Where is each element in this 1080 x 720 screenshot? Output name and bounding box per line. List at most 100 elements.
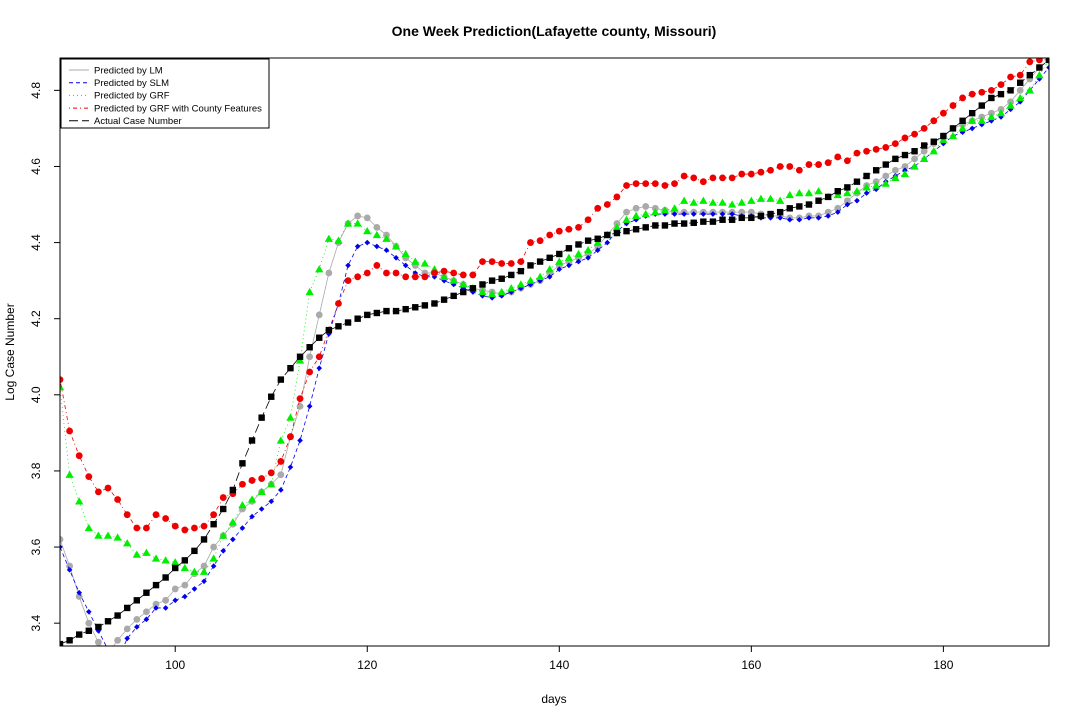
data-point: [315, 353, 323, 361]
data-point: [632, 204, 640, 212]
data-point: [546, 231, 554, 239]
data-point: [690, 174, 698, 182]
data-point: [700, 218, 707, 225]
data-point: [872, 145, 880, 153]
data-point: [306, 344, 313, 351]
data-point: [334, 236, 343, 244]
data-point: [440, 296, 448, 303]
data-point: [786, 163, 794, 170]
data-point: [172, 564, 179, 572]
data-point: [594, 204, 602, 212]
data-point: [143, 616, 150, 623]
data-point: [891, 140, 899, 148]
data-point: [287, 464, 294, 470]
data-point: [1045, 58, 1049, 64]
series-line: [60, 59, 1049, 531]
data-point: [286, 413, 295, 421]
data-point: [564, 253, 574, 261]
data-point: [843, 197, 851, 205]
data-point: [978, 102, 985, 109]
data-point: [920, 125, 928, 132]
data-point: [815, 161, 822, 168]
data-point: [1035, 58, 1043, 64]
data-point: [508, 289, 515, 295]
data-point: [642, 224, 649, 231]
data-point: [748, 214, 755, 222]
data-point: [420, 259, 430, 267]
data-point: [113, 533, 122, 541]
data-point: [517, 267, 525, 275]
data-point: [996, 109, 1006, 117]
data-point: [469, 285, 477, 292]
plot-frame: [59, 57, 1050, 647]
data-point: [363, 227, 372, 235]
data-point: [391, 242, 401, 250]
data-point: [134, 624, 140, 630]
data-point: [681, 211, 687, 217]
data-point: [392, 307, 400, 315]
data-point: [66, 562, 74, 570]
data-point: [296, 353, 304, 360]
data-point: [431, 269, 438, 277]
data-point: [277, 458, 285, 465]
data-point: [239, 460, 246, 467]
data-point: [930, 138, 937, 145]
data-point: [210, 511, 218, 519]
data-point: [604, 239, 611, 246]
data-point: [987, 86, 995, 94]
data-point: [354, 243, 361, 250]
y-tick-label: 3.4: [29, 615, 43, 632]
x-tick-label: 180: [933, 658, 953, 672]
data-point: [143, 589, 150, 596]
data-point: [459, 280, 468, 288]
data-point: [1046, 64, 1049, 71]
data-point: [297, 437, 303, 444]
data-point: [162, 515, 170, 522]
data-point: [939, 109, 947, 117]
data-point: [776, 208, 784, 216]
data-point: [786, 205, 793, 212]
legend-label: Actual Case Number: [94, 116, 182, 127]
data-point: [248, 477, 256, 484]
data-point: [729, 211, 735, 217]
data-point: [604, 231, 611, 239]
data-point: [959, 117, 966, 124]
data-point: [882, 161, 889, 168]
data-point: [708, 198, 718, 206]
data-point: [66, 637, 73, 644]
data-point: [642, 203, 650, 210]
data-point: [738, 214, 745, 222]
data-point: [815, 215, 822, 221]
data-point: [440, 267, 448, 275]
data-point: [863, 190, 870, 196]
data-point: [172, 597, 179, 604]
data-point: [719, 174, 726, 182]
data-point: [382, 234, 391, 242]
data-point: [565, 225, 573, 233]
data-point: [968, 90, 976, 98]
y-tick-label: 4.6: [29, 158, 43, 175]
data-point: [383, 307, 390, 315]
data-point: [248, 437, 256, 444]
data-point: [431, 300, 438, 307]
data-point: [439, 272, 449, 280]
data-point: [834, 209, 841, 215]
series-layer: [60, 58, 1049, 646]
data-point: [594, 235, 601, 242]
data-point: [143, 608, 150, 616]
data-point: [988, 94, 995, 102]
data-point: [373, 309, 381, 317]
data-point: [518, 285, 524, 292]
data-point: [335, 323, 342, 330]
data-point: [565, 245, 573, 252]
data-point: [66, 427, 74, 435]
data-point: [747, 196, 756, 204]
data-point: [239, 480, 246, 488]
data-point: [968, 109, 976, 117]
data-point: [161, 556, 170, 564]
data-point: [911, 148, 918, 155]
data-point: [690, 219, 697, 226]
data-point: [143, 524, 150, 532]
data-point: [545, 265, 554, 273]
data-point: [767, 210, 774, 218]
